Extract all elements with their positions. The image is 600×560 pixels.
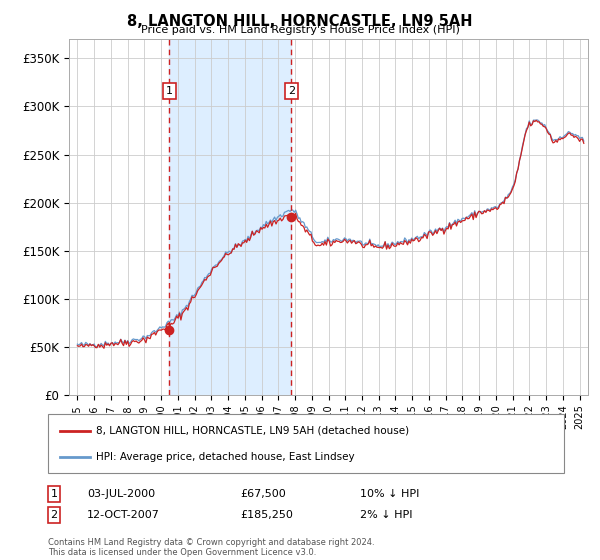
- Text: Price paid vs. HM Land Registry's House Price Index (HPI): Price paid vs. HM Land Registry's House …: [140, 25, 460, 35]
- Text: 8, LANGTON HILL, HORNCASTLE, LN9 5AH (detached house): 8, LANGTON HILL, HORNCASTLE, LN9 5AH (de…: [96, 426, 409, 436]
- Text: £67,500: £67,500: [240, 489, 286, 499]
- Text: 1: 1: [50, 489, 58, 499]
- Text: HPI: Average price, detached house, East Lindsey: HPI: Average price, detached house, East…: [96, 452, 355, 462]
- Text: 2% ↓ HPI: 2% ↓ HPI: [360, 510, 413, 520]
- Text: 8, LANGTON HILL, HORNCASTLE, LN9 5AH: 8, LANGTON HILL, HORNCASTLE, LN9 5AH: [127, 14, 473, 29]
- Bar: [169, 39, 292, 395]
- Text: 2: 2: [288, 86, 295, 96]
- Text: Contains HM Land Registry data © Crown copyright and database right 2024.: Contains HM Land Registry data © Crown c…: [48, 538, 374, 547]
- Text: £185,250: £185,250: [240, 510, 293, 520]
- Text: This data is licensed under the Open Government Licence v3.0.: This data is licensed under the Open Gov…: [48, 548, 316, 557]
- Text: 12-OCT-2007: 12-OCT-2007: [87, 510, 160, 520]
- Text: 1: 1: [166, 86, 173, 96]
- Text: 10% ↓ HPI: 10% ↓ HPI: [360, 489, 419, 499]
- Text: 2: 2: [50, 510, 58, 520]
- Text: 03-JUL-2000: 03-JUL-2000: [87, 489, 155, 499]
